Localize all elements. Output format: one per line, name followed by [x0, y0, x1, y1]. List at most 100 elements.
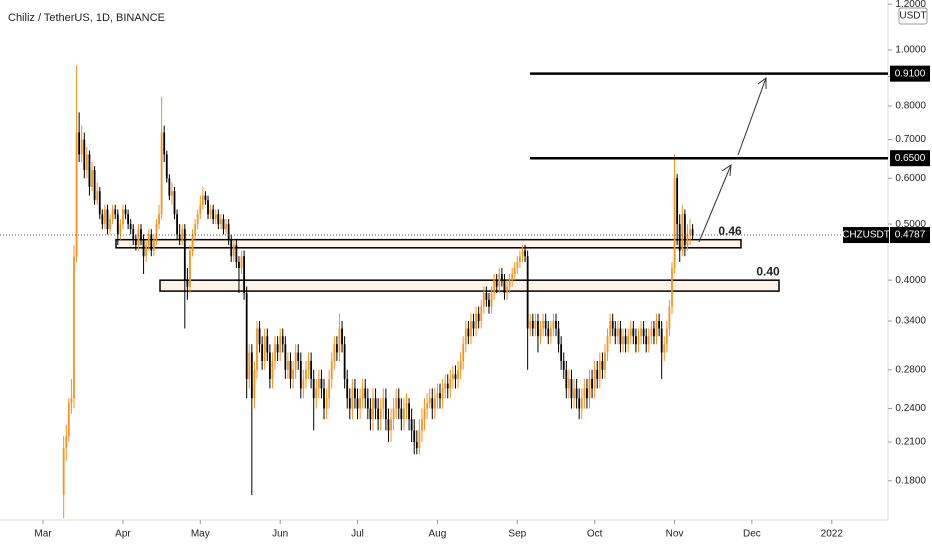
candle-body [299, 360, 302, 389]
candle-body [482, 293, 485, 307]
candle-body [490, 293, 493, 307]
chart-title: Chiliz / TetherUS, 1D, BINANCE [8, 12, 165, 24]
candle-body [201, 195, 204, 205]
candle-body [408, 403, 410, 420]
candle-body [421, 419, 423, 431]
candle-body [578, 398, 581, 409]
candle-body [263, 336, 266, 361]
candle-body [477, 313, 480, 322]
candle-body [397, 398, 400, 409]
candle-body [106, 209, 109, 230]
support-zone [159, 279, 780, 292]
candle-body [274, 344, 276, 361]
candle-body [645, 336, 648, 345]
candle-body [384, 398, 387, 420]
x-tick-label: May [191, 529, 210, 540]
candle-body [62, 448, 65, 496]
candle-body [258, 328, 261, 345]
candle-body [320, 378, 323, 389]
candle-body [616, 328, 619, 337]
candle-body [341, 328, 343, 345]
candle-body [549, 328, 552, 337]
y-tick-label: 0.2800 [895, 364, 926, 375]
candle-body [470, 321, 472, 337]
candle-body [163, 132, 166, 155]
candle-body [395, 398, 398, 409]
candle-body [93, 170, 96, 201]
candle-body [70, 398, 73, 404]
candle-body [387, 419, 390, 431]
x-tick-label: 2022 [821, 529, 844, 540]
candle-body [111, 209, 114, 220]
candle-body [400, 408, 403, 420]
candle-body [158, 214, 160, 225]
candle-body [109, 219, 111, 230]
candle-body [338, 328, 341, 353]
candle-body [513, 267, 516, 274]
candle-body [415, 442, 418, 449]
y-tick-label: 0.7000 [895, 134, 926, 145]
candle-body [647, 336, 650, 345]
candle-body [503, 280, 506, 294]
y-tick-label: 0.6000 [895, 173, 926, 184]
candle-body [596, 369, 599, 379]
candle-body [689, 229, 691, 235]
candle-body [356, 398, 359, 409]
y-tick-label: 0.2400 [895, 403, 926, 414]
y-tick-label: 0.1800 [895, 475, 926, 486]
candle-body [459, 360, 462, 370]
candle-body [343, 344, 346, 379]
candle-body [372, 398, 374, 420]
candle-body [209, 209, 212, 215]
candle-body [444, 383, 447, 389]
candle-body [140, 229, 142, 240]
candle-body [294, 352, 297, 370]
last-price-box [890, 227, 930, 244]
x-tick-label: Jul [351, 529, 364, 540]
candle-body [127, 214, 130, 225]
candle-body [570, 378, 573, 399]
candle-body [225, 224, 227, 230]
candle-body [359, 398, 361, 409]
candle-body [268, 352, 271, 379]
candle-body [88, 154, 91, 187]
candle-body [147, 234, 150, 246]
candle-body [544, 321, 547, 329]
candle-body [96, 191, 99, 201]
candle-body [80, 139, 83, 155]
candle-body [243, 256, 246, 294]
candle-body [567, 378, 570, 389]
candle-body [586, 388, 588, 399]
x-tick-label: Apr [115, 529, 131, 540]
y-tick-label: 0.2100 [895, 437, 926, 448]
candle-body [186, 280, 189, 287]
y-tick-label: 0.5000 [895, 219, 926, 230]
y-tick-label: 1.2000 [895, 0, 926, 10]
candle-body [663, 344, 666, 353]
candle-body [310, 360, 313, 379]
candle-body [622, 336, 624, 345]
candle-body [495, 280, 498, 287]
candle-body [555, 321, 557, 329]
candle-body [650, 328, 653, 337]
candle-body [658, 321, 661, 329]
candle-body [104, 209, 106, 225]
candle-body [498, 273, 501, 287]
candle-body [250, 352, 253, 399]
candle-body [446, 383, 449, 389]
candle-body [364, 388, 367, 399]
candle-body [627, 336, 630, 345]
candle-body [410, 419, 413, 431]
candle-body [431, 398, 434, 409]
candle-body [325, 398, 328, 409]
candle-body [392, 408, 395, 420]
candle-body [227, 224, 230, 240]
candle-body [323, 388, 325, 409]
candle-body [307, 360, 310, 370]
x-tick-label: Jun [272, 529, 288, 540]
candle-body [611, 321, 614, 329]
candle-body [330, 360, 333, 379]
candle-body [588, 378, 591, 399]
candle-body [142, 239, 145, 257]
currency-box [898, 7, 928, 25]
